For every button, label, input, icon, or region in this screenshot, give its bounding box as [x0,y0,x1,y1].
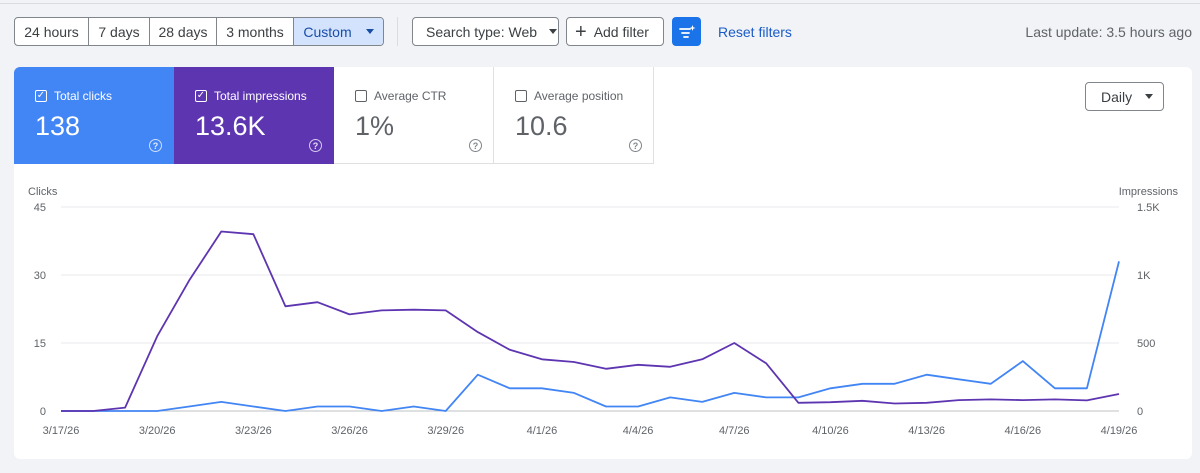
chevron-down-icon [1145,94,1154,99]
help-icon[interactable]: ? [469,139,482,152]
help-icon[interactable]: ? [309,139,322,152]
add-filter-label: Add filter [593,23,649,40]
x-tick-label: 4/1/26 [527,425,558,437]
clicks-series-line [61,261,1120,412]
metric-label: Average position [534,89,624,103]
y-right-tick-label: 1.5K [1137,202,1160,214]
range-24-hours[interactable]: 24 hours [15,18,89,45]
performance-card: ✓ Total clicks 138 ? ✓ Total impressions 1… [14,67,1192,459]
metric-label: Average CTR [374,89,447,103]
add-filter-button[interactable]: + Add filter [566,17,664,46]
y-right-tick-label: 0 [1137,406,1143,418]
granularity-label: Daily [1101,88,1133,105]
performance-chart: Clicks Impressions 45 1.5K 30 1K 15 500 0 0 3/17/2… [28,186,1179,437]
range-custom[interactable]: Custom [294,18,383,45]
filter-sparkle-icon [678,24,695,38]
metric-value: 10.6 [515,111,568,141]
last-update-text: Last update: 3.5 hours ago [1025,24,1192,40]
filter-sparkle-button[interactable] [672,17,701,46]
x-tick-label: 3/23/26 [235,425,272,437]
chevron-down-icon [549,29,558,34]
range-label: 3 months [226,23,284,40]
x-tick-label: 4/13/26 [908,425,945,437]
metric-total-clicks[interactable]: ✓ Total clicks 138 ? [14,67,174,164]
y-right-tick-label: 1K [1137,270,1151,282]
x-tick-label: 4/19/26 [1101,425,1138,437]
checkbox-icon: ✓ [35,90,47,102]
chevron-down-icon [365,29,374,34]
reset-filters-link[interactable]: Reset filters [718,24,792,40]
toolbar-divider [397,17,398,46]
range-3-months[interactable]: 3 months [217,18,294,45]
x-tick-label: 4/4/26 [623,425,654,437]
y-left-tick-label: 45 [34,202,46,214]
range-label: 28 days [158,23,208,40]
date-range-selector: 24 hours 7 days 28 days 3 months Custom [14,17,384,46]
impressions-series-line [61,230,1120,412]
y-right-axis-title: Impressions [1119,186,1179,198]
x-tick-label: 4/16/26 [1004,425,1041,437]
x-tick-label: 3/26/26 [331,425,368,437]
metric-value: 1% [355,111,395,141]
x-tick-label: 4/7/26 [719,425,750,437]
metric-value: 13.6K [195,111,266,141]
granularity-dropdown[interactable]: Daily [1085,82,1164,111]
y-left-axis-title: Clicks [28,186,58,198]
y-left-tick-label: 0 [40,406,46,418]
metric-label: Total impressions [214,89,307,103]
range-label: 7 days [98,23,140,40]
metric-total-impressions[interactable]: ✓ Total impressions 13.6K ? [174,67,334,164]
checkbox-icon: ✓ [195,90,207,102]
x-tick-label: 4/10/26 [812,425,849,437]
y-right-tick-label: 500 [1137,338,1155,350]
range-28-days[interactable]: 28 days [150,18,217,45]
checkbox-icon [515,90,527,102]
filter-toolbar: 24 hours 7 days 28 days 3 months Custom … [0,17,1200,47]
metric-label: Total clicks [54,89,113,103]
search-type-label: Search type: Web [426,23,538,40]
checkbox-icon [355,90,367,102]
metric-value: 138 [35,111,81,141]
range-label: 24 hours [24,23,79,40]
search-type-dropdown[interactable]: Search type: Web [412,17,559,46]
metric-average-position[interactable]: Average position 10.6 ? [494,67,654,164]
plus-icon: + [575,20,587,43]
x-tick-label: 3/29/26 [427,425,464,437]
y-left-tick-label: 15 [34,338,46,350]
y-left-tick-label: 30 [34,270,46,282]
top-divider [0,3,1200,4]
x-tick-label: 3/20/26 [139,425,176,437]
help-icon[interactable]: ? [149,139,162,152]
range-label: Custom [303,23,352,40]
x-tick-label: 3/17/26 [43,425,80,437]
metric-average-ctr[interactable]: Average CTR 1% ? [334,67,494,164]
help-icon[interactable]: ? [629,139,642,152]
range-7-days[interactable]: 7 days [89,18,150,45]
